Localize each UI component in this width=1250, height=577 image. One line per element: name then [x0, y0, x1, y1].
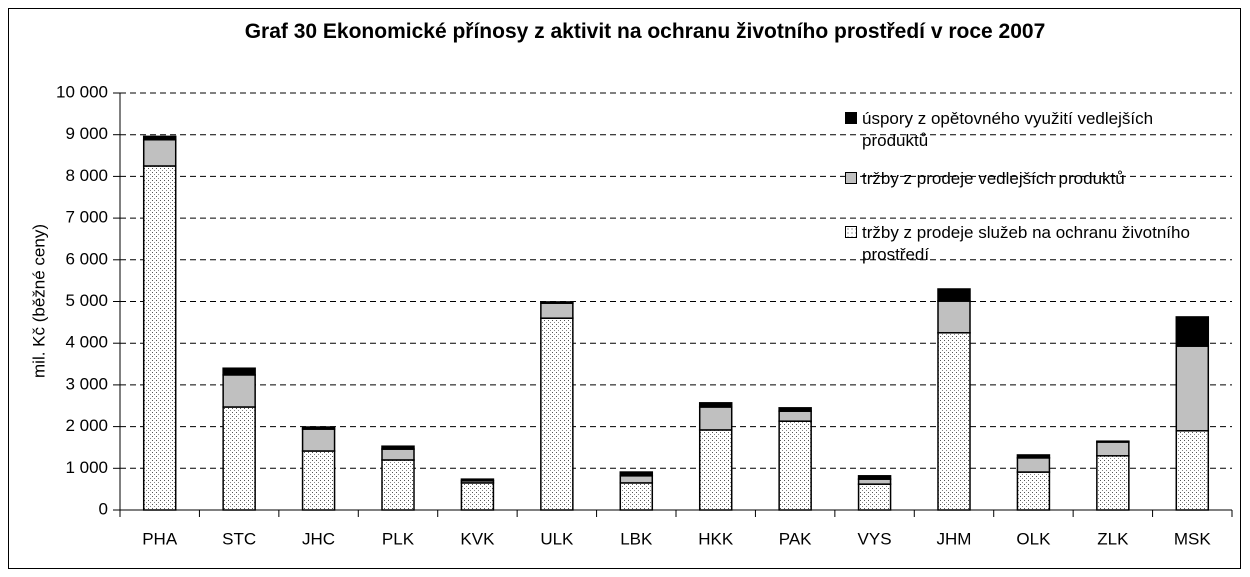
bar-segment: [698, 406, 733, 431]
x-tick-label: LBK: [620, 529, 653, 548]
bar-segment: [698, 429, 733, 511]
x-tick-label: ULK: [540, 529, 574, 548]
bar-segment: [619, 471, 654, 477]
legend-swatch: [845, 172, 857, 184]
bar-segment: [222, 406, 256, 511]
bar-segment: [1175, 316, 1210, 347]
legend-item: tržby z prodeje služeb na ochranu životn…: [845, 222, 1215, 266]
y-tick-label: 5 000: [65, 291, 108, 310]
bar-segment: [937, 300, 971, 334]
bar-segment: [381, 459, 415, 511]
chart-title: Graf 30 Ekonomické přínosy z aktivit na …: [244, 20, 1046, 43]
y-tick-label: 9 000: [65, 124, 108, 143]
bar-segment: [381, 448, 415, 461]
y-tick-label: 10 000: [56, 82, 108, 101]
bar-segment: [778, 410, 812, 422]
y-tick-label: 4 000: [65, 333, 108, 352]
frame: [8, 8, 1241, 569]
y-tick-label: 2 000: [65, 416, 108, 435]
x-tick-label: JHM: [937, 529, 972, 548]
bar-segment: [460, 482, 495, 511]
bar-segment: [1096, 441, 1130, 457]
bar-segment: [222, 367, 256, 376]
bar-segment: [301, 450, 336, 511]
y-tick-label: 0: [99, 499, 108, 518]
bar-segment: [1096, 455, 1130, 511]
bar-segment: [937, 332, 971, 511]
bar-segment: [540, 317, 574, 511]
bar-segment: [1016, 471, 1051, 511]
x-tick-label: PLK: [382, 529, 415, 548]
bar-segment: [778, 407, 812, 412]
x-tick-label: VYS: [858, 529, 892, 548]
bar-segment: [1096, 440, 1130, 443]
y-axis-label: mil. Kč (běžné ceny): [29, 224, 48, 378]
legend-label: tržby z prodeje služeb na ochranu životn…: [862, 223, 1190, 264]
legend-swatch: [845, 112, 857, 124]
y-tick-label: 6 000: [65, 249, 108, 268]
bar-segment: [301, 426, 336, 430]
bar-segment: [857, 483, 892, 511]
bar-segment: [937, 288, 971, 302]
x-tick-label: KVK: [460, 529, 495, 548]
bar-segment: [619, 475, 654, 484]
bar-segment: [698, 402, 733, 408]
legend-label: úspory z opětovného využití vedlejších p…: [862, 109, 1154, 150]
x-tick-label: STC: [222, 529, 256, 548]
legend-swatch: [845, 226, 857, 238]
bar-segment: [142, 165, 177, 511]
bar-segment: [778, 420, 812, 511]
y-tick-label: 1 000: [65, 458, 108, 477]
x-tick-label: MSK: [1174, 529, 1212, 548]
bar-segment: [857, 478, 892, 485]
bar-segment: [1175, 430, 1210, 511]
bar-segment: [1016, 457, 1051, 473]
bar-segment: [540, 302, 574, 319]
y-tick-label: 3 000: [65, 374, 108, 393]
legend-item: tržby z prodeje vedlejších produktů: [845, 168, 1215, 190]
y-tick-label: 8 000: [65, 166, 108, 185]
legend-item: úspory z opětovného využití vedlejších p…: [845, 108, 1215, 152]
x-tick-label: HKK: [698, 529, 734, 548]
x-tick-label: OLK: [1016, 529, 1051, 548]
x-tick-label: JHC: [302, 529, 335, 548]
bar-segment: [301, 428, 336, 452]
x-tick-label: PHA: [142, 529, 178, 548]
bar-segment: [619, 482, 654, 511]
bar-segment: [857, 475, 892, 480]
bar-segment: [460, 478, 495, 482]
bar-segment: [142, 138, 177, 167]
legend-label: tržby z prodeje vedlejších produktů: [862, 169, 1125, 188]
bar-segment: [222, 374, 256, 408]
bar-segment: [1175, 345, 1210, 432]
bar-segment: [1016, 454, 1051, 459]
bar-segment: [142, 135, 177, 141]
x-tick-label: PAK: [779, 529, 812, 548]
bar-segment: [381, 445, 415, 450]
x-tick-label: ZLK: [1097, 529, 1129, 548]
bar-segment: [540, 301, 574, 304]
y-tick-label: 7 000: [65, 208, 108, 227]
